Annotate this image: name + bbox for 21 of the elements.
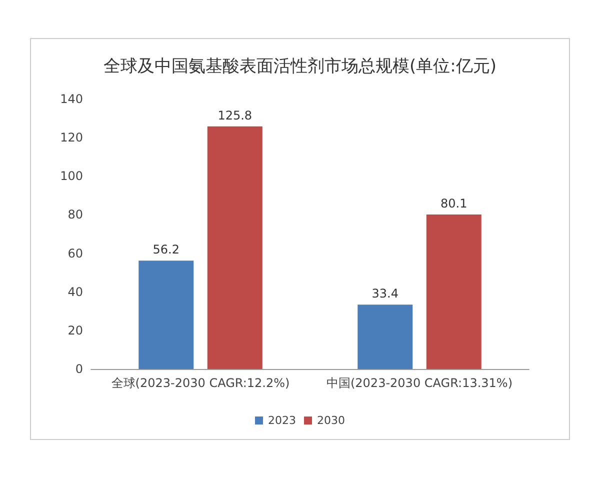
y-tick-label: 120 [60, 130, 83, 145]
x-tick-label: 中国(2023-2030 CAGR:13.31%) [326, 376, 513, 390]
x-tick-label: 全球(2023-2030 CAGR:12.2%) [111, 376, 290, 390]
bar [426, 214, 482, 369]
bar [138, 260, 194, 369]
legend-label: 2023 [268, 414, 296, 427]
data-label: 80.1 [440, 196, 468, 211]
bar [207, 126, 262, 369]
bar [358, 304, 413, 369]
y-tick-label: 0 [75, 362, 83, 376]
y-tick-label: 40 [68, 284, 83, 299]
y-tick-label: 140 [60, 92, 83, 106]
y-tick-label: 100 [60, 169, 83, 184]
data-label: 33.4 [372, 286, 398, 301]
legend-label: 2030 [317, 414, 345, 427]
chart-title: 全球及中国氨基酸表面活性剂市场总规模(单位:亿元) [104, 56, 496, 76]
y-tick-label: 80 [68, 208, 83, 222]
data-label: 125.8 [218, 108, 252, 122]
y-tick-label: 20 [68, 323, 83, 338]
data-label: 56.2 [152, 242, 180, 257]
y-tick-label: 60 [68, 246, 83, 260]
